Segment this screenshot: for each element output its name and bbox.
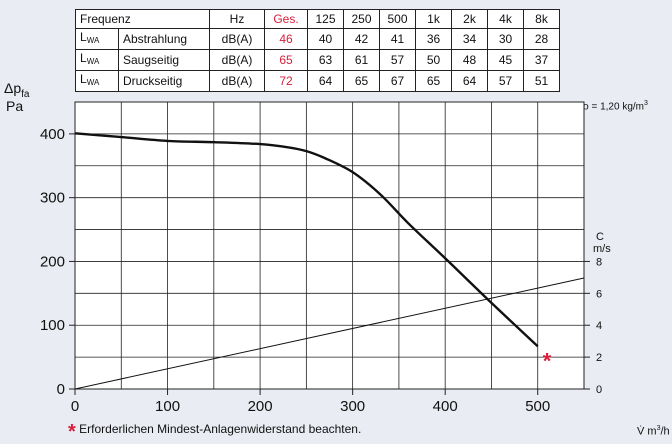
x-tick-label: 400 [433,398,458,415]
plot-area [75,102,584,389]
y-tick-label: 100 [40,317,65,334]
right-tick-label: 8 [596,256,602,268]
y-tick-label: 200 [40,253,65,270]
right-tick-label: 2 [596,352,602,364]
x-tick-label: 0 [71,398,79,415]
y-tick-label: 400 [40,126,65,143]
x-tick-label: 100 [155,398,180,415]
y-tick-label: 300 [40,190,65,207]
right-tick-label: 4 [596,320,602,332]
right-tick-label: 6 [596,288,602,300]
x-tick-label: 200 [248,398,273,415]
x-tick-label: 300 [340,398,365,415]
right-tick-label: 0 [596,384,602,396]
x-tick-label: 500 [525,398,550,415]
y-tick-label: 0 [57,381,65,398]
minimum-resistance-star-icon: * [543,348,552,373]
